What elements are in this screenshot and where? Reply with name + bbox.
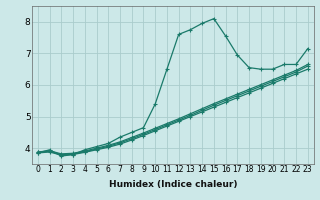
X-axis label: Humidex (Indice chaleur): Humidex (Indice chaleur) (108, 180, 237, 189)
